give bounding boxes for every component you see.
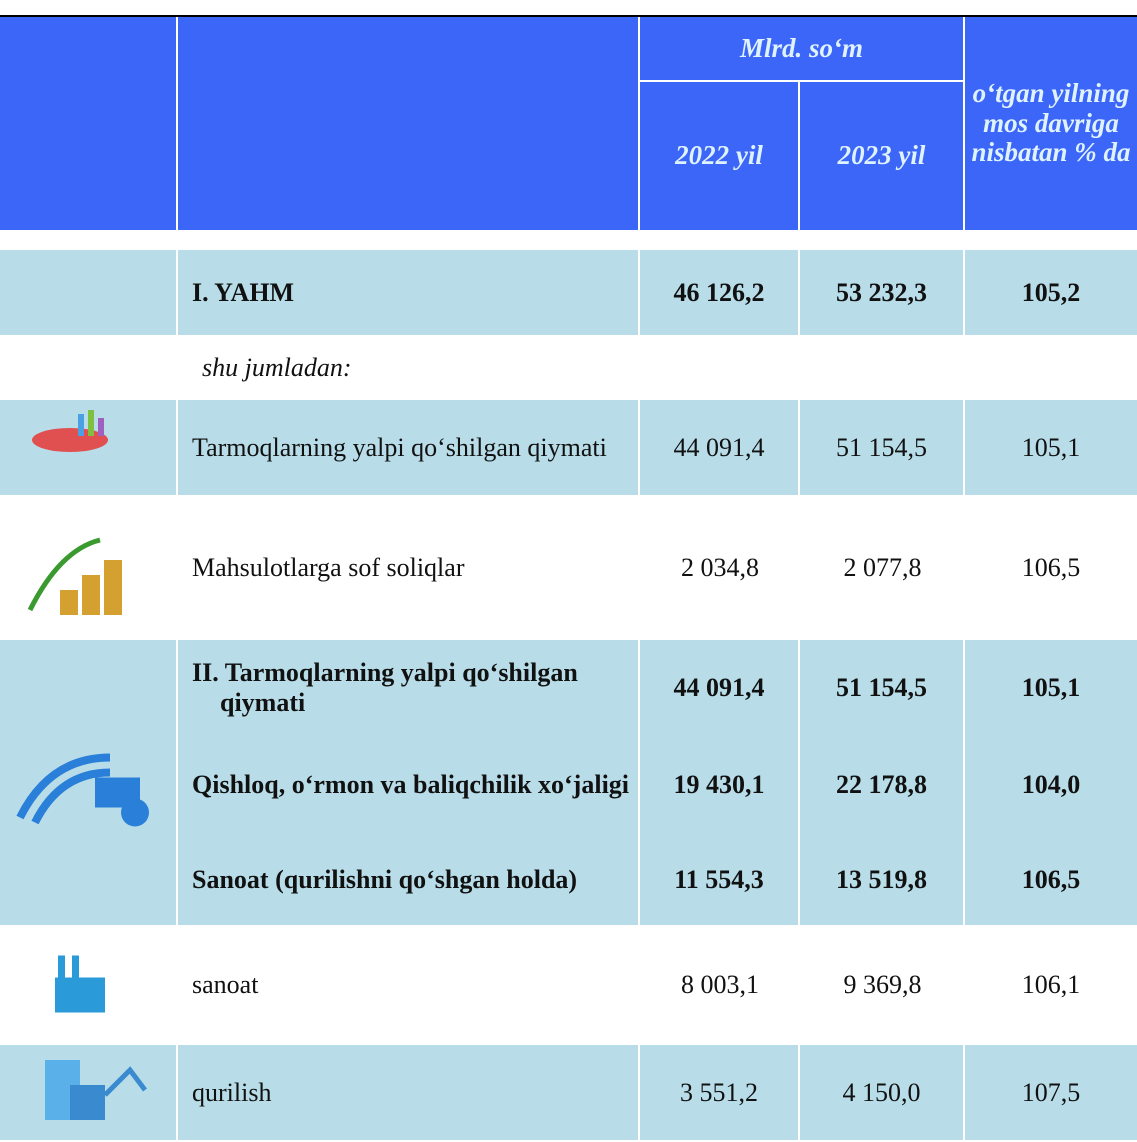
table-row: sanoat 8 003,1 9 369,8 106,1 bbox=[0, 925, 1137, 1047]
row-label: I. YAHM bbox=[192, 277, 295, 307]
icon-cell bbox=[0, 1045, 178, 1140]
value-cell: 44 091,4 bbox=[640, 640, 800, 735]
row-label-cell: qurilish bbox=[178, 1045, 640, 1140]
icon bbox=[16, 753, 149, 827]
table-row: shu jumladan: bbox=[0, 335, 1137, 402]
icon bbox=[27, 537, 122, 615]
row-label-cell: sanoat bbox=[178, 925, 640, 1045]
value-cell: 22 178,8 bbox=[800, 735, 965, 835]
icon-cell bbox=[0, 735, 178, 835]
icon-cell bbox=[0, 495, 178, 640]
row-label-cell: Tarmoqlarning yalpi qo‘shilgan qiymati bbox=[178, 400, 640, 495]
row-label: qurilish bbox=[192, 1077, 272, 1107]
icon-cell bbox=[0, 925, 178, 1045]
unit: Mlrd. so‘m bbox=[640, 17, 965, 82]
value-cell bbox=[800, 335, 965, 400]
row-label: Sanoat (qurilishni qo‘shgan holda) bbox=[192, 865, 578, 895]
value-cell: 11 554,3 bbox=[640, 835, 800, 925]
row-label-cell: I. YAHM bbox=[178, 250, 640, 335]
value-cell: 53 232,3 bbox=[800, 250, 965, 335]
row-label: Tarmoqlarning yalpi qo‘shilgan qiymati bbox=[192, 432, 607, 462]
row-label-cell: II. Tarmoqlarning yalpi qo‘shilgan qiyma… bbox=[178, 640, 640, 735]
row-label: Qishloq, o‘rmon va baliqchilik xo‘jaligi bbox=[192, 770, 630, 800]
icon-cell bbox=[0, 835, 178, 925]
table-row: II. Tarmoqlarning yalpi qo‘shilgan qiyma… bbox=[0, 640, 1137, 737]
value-cell bbox=[640, 335, 800, 400]
value-cell: 51 154,5 bbox=[800, 640, 965, 735]
table-row: Tarmoqlarning yalpi qo‘shilgan qiymati 44… bbox=[0, 400, 1137, 497]
header-blank bbox=[178, 17, 640, 230]
value-cell: 106,5 bbox=[1021, 552, 1081, 582]
table-row: Sanoat (qurilishni qo‘shgan holda) 11 554… bbox=[0, 835, 1137, 927]
row-label-cell: Sanoat (qurilishni qo‘shgan holda) bbox=[178, 835, 640, 925]
table-row: I. YAHM 46 126,2 53 232,3 105,2 bbox=[0, 250, 1137, 337]
row-label-cell: shu jumladan: bbox=[178, 335, 640, 400]
icon-cell bbox=[0, 400, 178, 495]
icon bbox=[55, 955, 105, 1013]
table-row: Mahsulotlarga sof soliqlar 2 034,8 2 077,8… bbox=[0, 495, 1137, 642]
value-cell: 2 034,8 bbox=[681, 552, 759, 582]
value-cell: 106,5 bbox=[1021, 865, 1081, 894]
value-cell: 106,1 bbox=[1021, 970, 1081, 999]
year: 2022 yil bbox=[640, 82, 800, 230]
row-label: Mahsulotlarga sof soliqlar bbox=[192, 552, 465, 582]
year: 2023 yil bbox=[800, 82, 965, 230]
value-cell: 44 091,4 bbox=[640, 400, 800, 495]
icon-cell bbox=[0, 640, 178, 735]
icon-cell bbox=[0, 250, 178, 335]
icon bbox=[32, 410, 108, 452]
header-blank bbox=[0, 17, 178, 230]
icon-cell bbox=[0, 335, 178, 400]
value-cell: 105,1 bbox=[1021, 672, 1081, 702]
icon bbox=[45, 1060, 147, 1120]
value-cell: 19 430,1 bbox=[640, 735, 800, 835]
value-cell: 4 150,0 bbox=[800, 1045, 965, 1140]
table-row: qurilish 3 551,2 4 150,0 107,5 bbox=[0, 1045, 1137, 1142]
table-row: Qishloq, o‘rmon va baliqchilik xo‘jaligi… bbox=[0, 735, 1137, 837]
row-label: shu jumladan: bbox=[202, 352, 352, 382]
row-label: II. Tarmoqlarning yalpi qo‘shilgan qiyma… bbox=[192, 657, 578, 717]
header: Mlrd. so‘m 2022 yil 2023 yil o‘tgan yiln… bbox=[0, 15, 1137, 230]
value-cell: 107,5 bbox=[1021, 1077, 1081, 1107]
value-cell: 46 126,2 bbox=[640, 250, 800, 335]
pct-header: o‘tgan yilning mos davriga nisbatan % da bbox=[965, 17, 1137, 230]
value-cell: 51 154,5 bbox=[800, 400, 965, 495]
value-cell: 13 519,8 bbox=[800, 835, 965, 925]
value-cell: 8 003,1 bbox=[681, 970, 759, 999]
value-cell: 104,0 bbox=[1021, 770, 1081, 799]
value-cell: 105,1 bbox=[1021, 432, 1081, 462]
row-label-cell: Qishloq, o‘rmon va baliqchilik xo‘jaligi bbox=[178, 735, 640, 835]
row-label-cell: Mahsulotlarga sof soliqlar bbox=[178, 495, 640, 640]
value-cell: 2 077,8 bbox=[843, 552, 922, 582]
row-label: sanoat bbox=[192, 970, 259, 1000]
value-cell: 3 551,2 bbox=[640, 1045, 800, 1140]
value-cell: 105,2 bbox=[1021, 277, 1081, 307]
value-cell: 9 369,8 bbox=[843, 970, 922, 999]
value-cell bbox=[965, 335, 1137, 400]
